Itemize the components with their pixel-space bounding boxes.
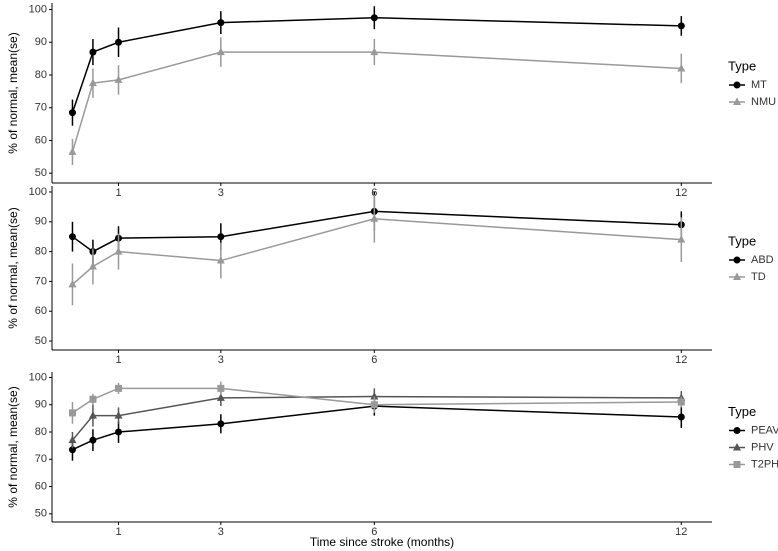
point — [677, 398, 685, 406]
point — [733, 443, 741, 451]
legend-label: PEAV — [751, 424, 778, 436]
x-tick-label: 3 — [218, 354, 224, 366]
series-line — [72, 387, 682, 414]
point — [370, 401, 378, 409]
y-axis-label: % of normal, mean(se) — [6, 32, 20, 153]
y-tick-label: 100 — [29, 371, 47, 383]
legend-title: Type — [728, 58, 756, 73]
series-line — [71, 51, 682, 153]
legend-label: MT — [751, 79, 767, 91]
point — [68, 409, 76, 417]
x-tick-label: 12 — [675, 187, 687, 199]
y-tick-label: 60 — [35, 305, 47, 317]
x-tick-label: 6 — [371, 526, 377, 538]
y-axis-label: % of normal, mean(se) — [6, 386, 20, 507]
legend-label: ABD — [751, 254, 774, 266]
x-tick-label: 3 — [218, 187, 224, 199]
y-tick-label: 90 — [35, 216, 47, 228]
y-tick-label: 70 — [35, 102, 47, 114]
point — [733, 427, 741, 434]
point — [88, 262, 97, 270]
series-line — [72, 405, 682, 451]
point — [733, 81, 741, 89]
y-tick-label: 50 — [35, 167, 47, 179]
series-line — [71, 16, 682, 113]
point — [114, 75, 123, 83]
x-tick-label: 1 — [115, 526, 121, 538]
x-tick-label: 1 — [115, 354, 121, 366]
y-tick-label: 80 — [35, 426, 47, 438]
y-tick-label: 90 — [35, 399, 47, 411]
y-tick-label: 50 — [35, 508, 47, 520]
point — [89, 436, 97, 444]
point — [733, 256, 741, 264]
point — [216, 393, 225, 401]
legend-title: Type — [728, 233, 756, 248]
y-tick-label: 60 — [35, 480, 47, 492]
point — [733, 461, 741, 468]
x-tick-label: 1 — [115, 187, 121, 199]
legend-label: T2PHV — [751, 458, 778, 470]
point — [677, 63, 686, 72]
point — [115, 384, 123, 392]
y-tick-label: 90 — [35, 36, 47, 48]
point — [370, 47, 379, 56]
y-tick-label: 100 — [29, 186, 47, 198]
y-tick-label: 50 — [35, 335, 47, 347]
point — [216, 256, 225, 264]
y-tick-label: 80 — [35, 69, 47, 81]
y-tick-label: 60 — [35, 134, 47, 146]
x-tick-label: 3 — [218, 526, 224, 538]
point — [677, 22, 685, 30]
point — [68, 109, 76, 117]
series-line — [71, 218, 682, 285]
legend-label: TD — [751, 271, 766, 283]
point — [217, 420, 225, 428]
point — [370, 14, 378, 22]
point — [115, 428, 123, 436]
y-axis-label: % of normal, mean(se) — [6, 207, 20, 328]
point — [216, 47, 225, 56]
point — [677, 235, 686, 243]
point — [677, 413, 685, 421]
x-axis-label: Time since stroke (months) — [310, 535, 454, 549]
x-tick-label: 12 — [675, 526, 687, 538]
series-line — [71, 395, 682, 441]
y-tick-label: 70 — [35, 453, 47, 465]
legend-label: NMU — [751, 96, 776, 108]
legend-label: PHV — [751, 441, 774, 453]
y-tick-label: 80 — [35, 246, 47, 258]
point — [68, 446, 76, 454]
x-tick-label: 6 — [371, 354, 377, 366]
point — [370, 392, 379, 400]
y-tick-label: 70 — [35, 275, 47, 287]
point — [68, 233, 76, 241]
point — [68, 279, 77, 288]
point — [115, 38, 123, 46]
point — [217, 233, 225, 241]
point — [68, 147, 77, 155]
x-tick-label: 12 — [675, 354, 687, 366]
y-tick-label: 100 — [29, 3, 47, 15]
point — [217, 384, 225, 392]
point — [733, 97, 741, 105]
legend-title: Type — [728, 404, 756, 419]
point — [88, 411, 97, 419]
point — [68, 435, 77, 444]
point — [88, 78, 97, 87]
point — [733, 272, 741, 280]
point — [370, 214, 379, 222]
point — [89, 48, 97, 56]
point — [89, 395, 97, 403]
point — [114, 411, 123, 419]
series-line — [72, 210, 682, 253]
point — [217, 19, 225, 27]
point — [114, 247, 123, 255]
